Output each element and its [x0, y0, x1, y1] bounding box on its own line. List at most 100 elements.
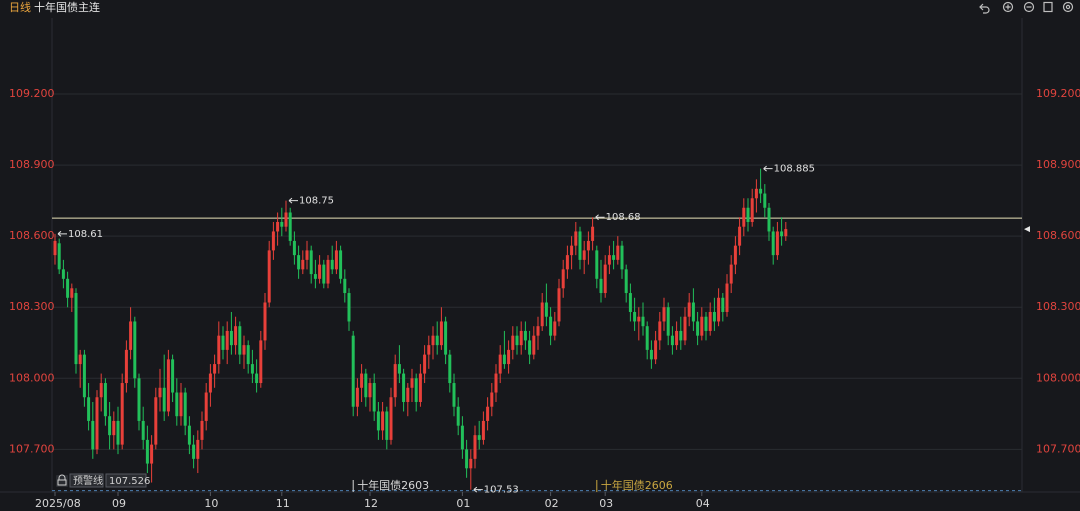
candle-body — [574, 231, 578, 246]
candle-body — [334, 250, 338, 270]
candle-body — [326, 259, 330, 284]
alert-label: 预警线 — [73, 474, 103, 487]
y-tick-label-left: 108.900 — [9, 158, 55, 171]
candle-body — [473, 435, 477, 459]
settings-icon[interactable] — [1062, 1, 1074, 13]
candle-body — [150, 444, 154, 464]
candle-body — [192, 444, 196, 459]
candle-body — [112, 420, 116, 436]
candle-body — [57, 243, 61, 270]
candle-body — [645, 326, 649, 350]
annotation-arrow — [473, 486, 483, 493]
candle-body — [120, 383, 124, 445]
candle-body — [133, 321, 137, 379]
candle-body — [679, 330, 683, 341]
candle-body — [784, 229, 788, 237]
candle-body — [666, 307, 670, 336]
candle-body — [145, 439, 149, 464]
candle-body — [507, 349, 511, 365]
candle-body — [700, 316, 704, 336]
candle-body — [637, 316, 641, 322]
candle-body — [528, 340, 532, 355]
candle-body — [591, 226, 595, 241]
candle-body — [683, 316, 687, 341]
candle-body — [372, 383, 376, 412]
candle-body — [612, 255, 616, 260]
candle-body — [381, 411, 385, 431]
candle-body — [242, 345, 246, 355]
candle-body — [91, 420, 95, 450]
candle-body — [162, 387, 166, 412]
candle-body — [469, 458, 473, 469]
candle-body — [318, 264, 322, 279]
candle-body — [200, 420, 204, 440]
candle-body — [767, 207, 771, 232]
candle-body — [595, 250, 599, 279]
candle-body — [61, 269, 65, 279]
candle-body — [389, 397, 393, 440]
candle-body — [250, 364, 254, 374]
zoom-out-icon[interactable] — [1023, 1, 1035, 13]
candle-body — [603, 264, 607, 294]
x-tick-label: 03 — [599, 497, 613, 510]
candle-body — [754, 188, 758, 199]
candle-body — [393, 364, 397, 398]
candle-body — [427, 345, 431, 355]
candle-body — [448, 354, 452, 384]
symbol-title: 十年国债主连 — [34, 0, 100, 14]
undo-icon[interactable] — [979, 3, 990, 14]
candle-body — [347, 293, 351, 322]
alert-widget[interactable] — [56, 473, 147, 488]
switch-label: 十年国债2606 — [601, 478, 673, 492]
candle-body — [444, 321, 448, 355]
draw-icon[interactable] — [1043, 1, 1053, 13]
candle-body — [733, 245, 737, 265]
annotation-arrow — [595, 214, 605, 221]
candle-body — [221, 335, 225, 350]
candle-body — [607, 255, 611, 265]
candle-body — [70, 288, 74, 298]
candle-body — [74, 293, 78, 365]
candle-body — [624, 269, 628, 294]
candle-body — [725, 283, 729, 312]
x-tick-label: 02 — [545, 497, 559, 510]
candle-body — [532, 335, 536, 355]
annotation-label: 108.75 — [299, 196, 334, 207]
candle-body — [179, 392, 183, 417]
candle-body — [456, 406, 460, 426]
alert-label-box — [69, 473, 104, 488]
candle-body — [301, 259, 305, 270]
candle-body — [544, 302, 548, 317]
candle-body — [633, 311, 637, 322]
candle-body — [738, 226, 742, 246]
candle-body — [343, 278, 347, 294]
candle-body — [196, 439, 200, 459]
candle-body — [309, 250, 313, 275]
candle-body — [234, 326, 238, 346]
toolbar — [979, 1, 1074, 14]
candle-body — [649, 349, 653, 360]
candle-body — [511, 335, 515, 350]
y-tick-label-left: 108.300 — [9, 300, 55, 313]
zoom-in-icon[interactable] — [1002, 1, 1014, 13]
candle-body — [330, 259, 334, 270]
candle-body — [225, 330, 229, 350]
candle-body — [66, 278, 70, 298]
candle-body — [288, 212, 292, 241]
candle-body — [561, 269, 565, 289]
switch-label: 十年国债2603 — [357, 478, 429, 492]
candle-body — [141, 420, 145, 440]
x-tick-label: 09 — [112, 497, 126, 510]
y-tick-label-right: 107.700 — [1036, 442, 1080, 455]
y-tick-label-right: 108.600 — [1036, 229, 1080, 242]
period-label[interactable]: 日线 — [9, 0, 31, 14]
candle-body — [721, 297, 725, 312]
candle-body — [99, 383, 103, 398]
candle-body — [712, 311, 716, 322]
candle-body — [305, 250, 309, 260]
candle-body — [519, 330, 523, 346]
candle-body — [515, 335, 519, 346]
candle-body — [553, 321, 557, 336]
candle-body — [486, 406, 490, 421]
candle-body — [355, 387, 359, 407]
